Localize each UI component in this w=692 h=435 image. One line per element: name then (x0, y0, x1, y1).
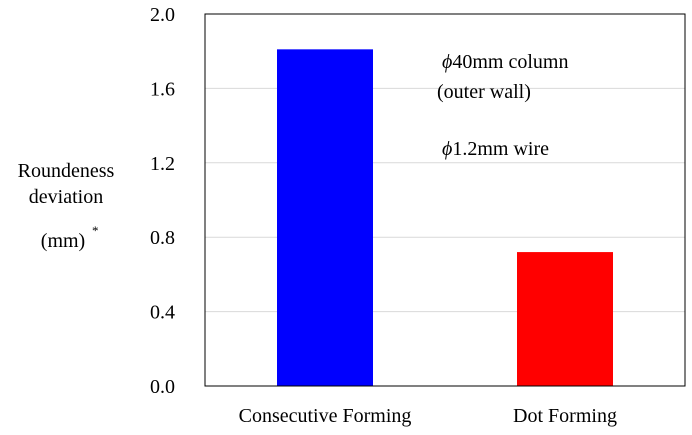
annotation-phi-symbol: ϕ (442, 51, 452, 73)
y-tick-label: 1.2 (150, 153, 175, 175)
y-tick-label: 0.0 (150, 376, 175, 398)
chart-annotation: ϕ40mm column (outer wall) ϕ1.2mm wire (437, 51, 568, 160)
y-axis-label-line-3: (mm) (41, 230, 85, 252)
bar-dot-forming (517, 252, 613, 386)
y-tick-label: 0.8 (150, 227, 175, 249)
y-axis-label-line-2: deviation (29, 186, 103, 208)
y-tick-label: 1.6 (150, 78, 175, 100)
annotation-line-1: ϕ40mm column (442, 51, 568, 73)
annotation-line-3-text: 1.2mm wire (452, 138, 549, 160)
annotation-line-3: ϕ1.2mm wire (442, 138, 549, 160)
x-tick-label: Consecutive Forming (239, 405, 412, 427)
x-tick-label: Dot Forming (513, 405, 617, 427)
y-axis-label-line-1: Roundeness (18, 160, 115, 182)
annotation-line-2: (outer wall) (437, 81, 531, 103)
y-axis-label: Roundeness deviation (mm) * (18, 160, 115, 252)
bar-consecutive-forming (277, 49, 373, 387)
x-tick-labels: Consecutive Forming Dot Forming (239, 405, 617, 427)
bars (277, 49, 613, 387)
y-tick-label: 2.0 (150, 4, 175, 26)
plot-area-frame (204, 13, 686, 387)
y-tick-labels: 0.0 0.4 0.8 1.2 1.6 2.0 (150, 4, 175, 398)
annotation-line-1-text: 40mm column (452, 51, 568, 73)
y-axis-label-superscript: * (92, 223, 99, 238)
annotation-phi-symbol: ϕ (442, 138, 452, 160)
y-tick-label: 0.4 (150, 302, 175, 324)
